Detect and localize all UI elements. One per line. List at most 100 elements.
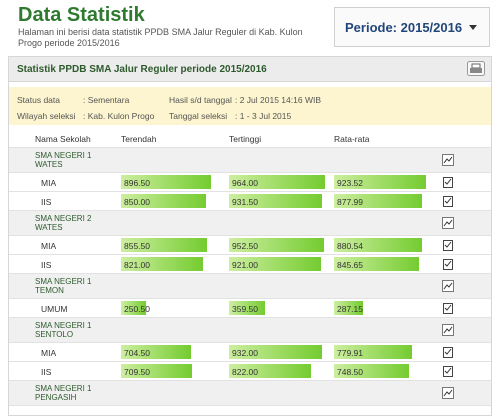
school-row: SMA NEGERI 2 WATES [9,211,491,236]
score-value: 709.50 [124,367,150,377]
score-value: 952.50 [232,241,258,251]
program-row: MIA 704.50 932.00 779.91 [9,343,491,362]
score-bar: 779.91 [334,345,412,359]
chart-icon[interactable] [442,280,454,292]
score-bar: 952.50 [229,238,325,252]
school-name: SMA NEGERI 1 TEMON [35,277,92,295]
score-value: 822.00 [232,367,258,377]
program-name: IIS [41,197,52,207]
chart-icon[interactable] [442,387,454,399]
school-name: SMA NEGERI 1 WATES [35,151,92,169]
info-label: Status data [17,95,61,105]
program-row: UMUM 250.50 359.50 287.15 [9,299,491,318]
score-bar: 923.52 [334,175,427,189]
score-value: 896.50 [124,178,150,188]
info-value: : 1 - 3 Jul 2015 [235,111,292,121]
program-name: MIA [41,178,57,188]
program-name: UMUM [41,304,68,314]
program-row: IIS 709.50 822.00 748.50 [9,362,491,381]
score-value: 748.50 [337,367,363,377]
score-bar: 855.50 [121,238,207,252]
score-bar: 877.99 [334,194,422,208]
column-header: Rata-rata [334,134,370,144]
score-bar: 880.54 [334,238,423,252]
school-row: SMA NEGERI 1 WATES [9,148,491,173]
school-row: SMA NEGERI 1 TEMON [9,274,491,299]
school-name: SMA NEGERI 2 WATES [35,214,92,232]
score-bar: 748.50 [334,364,409,378]
score-bar: 845.65 [334,257,419,271]
score-bar: 964.00 [229,175,326,189]
column-header: Terendah [121,134,157,144]
info-label: Tanggal seleksi [169,111,228,121]
school-row: SMA NEGERI 1 PENGASIH [9,381,491,406]
detail-icon[interactable] [442,195,454,207]
score-bar: 821.00 [121,257,204,271]
school-name: SMA NEGERI 1 SENTOLO [35,321,92,339]
score-bar: 850.00 [121,194,206,208]
stat-panel: Statistik PPDB SMA Jalur Reguler periode… [8,56,492,416]
detail-icon[interactable] [442,302,454,314]
score-value: 923.52 [337,178,363,188]
chart-icon[interactable] [442,154,454,166]
info-label: Hasil s/d tanggal [169,95,232,105]
detail-icon[interactable] [442,176,454,188]
score-value: 931.50 [232,197,258,207]
score-bar: 896.50 [121,175,211,189]
detail-icon[interactable] [442,346,454,358]
program-row: MIA 896.50 964.00 923.52 [9,173,491,192]
print-button[interactable] [467,61,485,76]
score-value: 855.50 [124,241,150,251]
info-label: Wilayah seleksi [17,111,76,121]
info-box: Status data : Sementara Hasil s/d tanggal:… [9,87,491,125]
program-row: IIS 821.00 921.00 845.65 [9,255,491,274]
detail-icon[interactable] [442,258,454,270]
detail-icon[interactable] [442,239,454,251]
program-name: IIS [41,260,52,270]
page-title: Data Statistik [18,4,145,26]
score-bar: 921.00 [229,257,322,271]
score-bar: 822.00 [229,364,312,378]
dropdown-arrow [469,25,477,30]
score-value: 287.15 [337,304,363,314]
stat-table: Nama Sekolah Terendah Tertinggi Rata-rata SM… [9,131,491,406]
chart-icon[interactable] [442,324,454,336]
school-name: SMA NEGERI 1 PENGASIH [35,384,92,402]
table-header: Nama Sekolah Terendah Tertinggi Rata-rata [9,131,491,148]
score-value: 250.50 [124,304,150,314]
info-value: : Kab. Kulon Progo [83,111,155,121]
school-row: SMA NEGERI 1 SENTOLO [9,318,491,343]
panel-header: Statistik PPDB SMA Jalur Reguler periode… [9,57,491,82]
score-value: 779.91 [337,348,363,358]
detail-icon[interactable] [442,365,454,377]
info-value: : 2 Jul 2015 14:16 WIB [235,95,321,105]
chart-icon[interactable] [442,217,454,229]
page-subtitle: Halaman ini berisi data statistik PPDB S… [18,27,303,48]
score-value: 359.50 [232,304,258,314]
score-value: 964.00 [232,178,258,188]
column-header: Nama Sekolah [35,134,91,144]
info-value: : Sementara [83,95,130,105]
score-bar: 932.00 [229,345,323,359]
program-name: MIA [41,348,57,358]
score-bar: 704.50 [121,345,192,359]
score-value: 880.54 [337,241,363,251]
period-dropdown[interactable]: Periode: 2015/2016 [334,7,490,47]
score-value: 877.99 [337,197,363,207]
score-value: 850.00 [124,197,150,207]
score-bar: 250.50 [121,301,150,315]
score-value: 821.00 [124,260,150,270]
program-row: MIA 855.50 952.50 880.54 [9,236,491,255]
column-header: Tertinggi [229,134,262,144]
score-value: 932.00 [232,348,258,358]
score-bar: 287.15 [334,301,363,315]
score-bar: 359.50 [229,301,265,315]
period-label: Periode: 2015/2016 [345,20,463,35]
score-bar: 709.50 [121,364,192,378]
program-row: IIS 850.00 931.50 877.99 [9,192,491,211]
score-value: 704.50 [124,348,150,358]
score-value: 921.00 [232,260,258,270]
program-name: MIA [41,241,57,251]
panel-title: Statistik PPDB SMA Jalur Reguler periode… [17,64,267,75]
